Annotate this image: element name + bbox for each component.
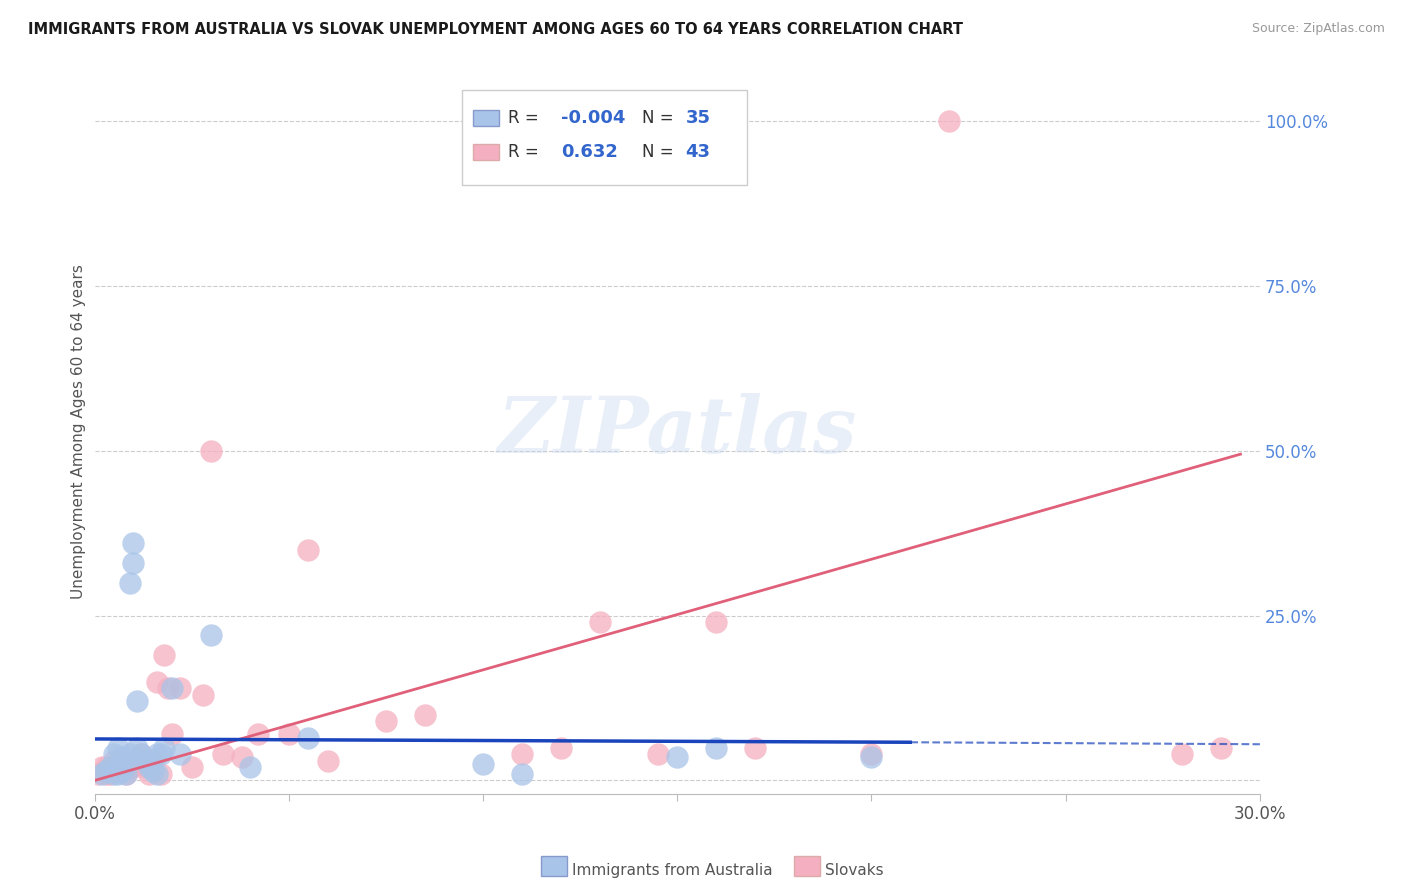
Point [510,767,533,781]
Bar [474,144,499,160]
Point [162,727,184,741]
Point [647,747,669,761]
Point [180,760,202,774]
Point [111,750,134,764]
Point [153,740,176,755]
Text: Immigrants from Australia: Immigrants from Australia [572,863,773,879]
Point [277,727,299,741]
Point [114,767,136,781]
Point [129,747,152,761]
Point [239,760,262,774]
Text: N =: N = [643,143,679,161]
Point [91,767,114,781]
Point [169,681,191,696]
Bar [474,110,499,126]
Point [103,767,125,781]
Text: ZIPatlas: ZIPatlas [498,392,856,469]
Point [142,764,165,778]
Text: Slovaks: Slovaks [825,863,884,879]
Point [162,681,184,696]
Point [114,757,136,772]
Point [98,760,121,774]
Point [200,628,222,642]
Point [588,615,610,630]
Point [107,760,129,774]
Point [127,740,149,755]
Point [118,760,141,774]
Point [142,754,165,768]
Point [860,747,883,761]
Point [118,575,141,590]
Point [666,750,689,764]
Point [510,747,533,761]
Point [149,747,172,761]
Point [1171,747,1194,761]
Point [122,536,145,550]
Point [193,688,215,702]
Point [114,767,136,781]
Point [211,747,233,761]
Text: 35: 35 [685,109,710,127]
Point [704,740,727,755]
Point [149,767,172,781]
Point [118,747,141,761]
Point [127,754,149,768]
Point [134,754,156,768]
Text: 0.632: 0.632 [561,143,617,161]
Point [374,714,396,728]
Point [550,740,572,755]
Point [297,542,319,557]
Point [938,114,960,128]
Point [122,556,145,570]
Point [744,740,766,755]
Point [157,681,180,696]
Text: -0.004: -0.004 [561,109,626,127]
Text: R =: R = [508,109,544,127]
Point [103,747,125,761]
Point [96,764,118,778]
Point [111,754,134,768]
Point [91,760,114,774]
Text: 43: 43 [685,143,710,161]
Point [122,760,145,774]
Y-axis label: Unemployment Among Ages 60 to 64 years: Unemployment Among Ages 60 to 64 years [72,264,86,599]
Point [231,750,253,764]
Point [297,731,319,745]
Point [200,443,222,458]
Point [98,767,121,781]
Point [704,615,727,630]
Text: N =: N = [643,109,679,127]
Text: IMMIGRANTS FROM AUSTRALIA VS SLOVAK UNEMPLOYMENT AMONG AGES 60 TO 64 YEARS CORRE: IMMIGRANTS FROM AUSTRALIA VS SLOVAK UNEM… [28,22,963,37]
Point [138,767,160,781]
Point [145,674,167,689]
Point [1209,740,1232,755]
Point [145,747,167,761]
Text: Source: ZipAtlas.com: Source: ZipAtlas.com [1251,22,1385,36]
Point [169,747,191,761]
Point [138,760,160,774]
Point [107,740,129,755]
Point [860,750,883,764]
Point [153,648,176,663]
Point [127,694,149,708]
Point [472,757,495,772]
Point [246,727,269,741]
Text: R =: R = [508,143,544,161]
Point [134,760,156,774]
Point [413,707,436,722]
FancyBboxPatch shape [461,90,747,185]
Point [129,747,152,761]
Point [87,767,110,781]
Point [316,754,339,768]
Point [96,767,118,781]
Point [103,754,125,768]
Point [107,767,129,781]
Point [145,767,167,781]
Point [96,760,118,774]
Point [111,764,134,778]
